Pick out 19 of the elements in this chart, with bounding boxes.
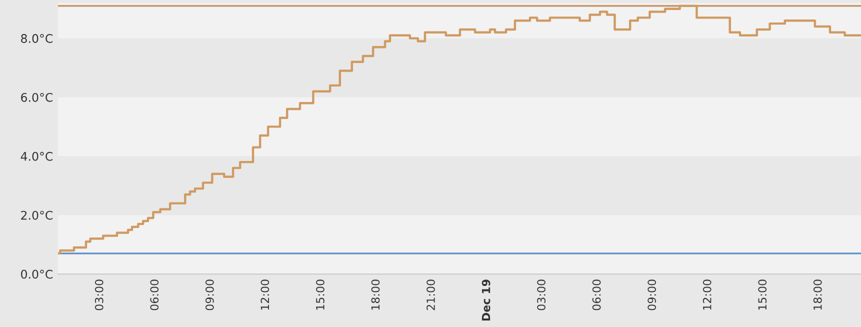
x-tick-label: 03:00 (537, 280, 546, 310)
x-tick-label: 06:00 (592, 280, 601, 310)
x-tick-label: 12:00 (260, 280, 270, 310)
x-tick-label: Dec 19 (482, 280, 490, 321)
y-tick-label: 4.0°C (20, 152, 53, 161)
x-tick-label: 06:00 (150, 280, 159, 310)
x-tick-label: 21:00 (426, 280, 435, 310)
x-tick-label: 03:00 (94, 280, 104, 310)
y-tick-label: 0.0°C (21, 270, 53, 279)
x-tick-label: 18:00 (813, 280, 822, 310)
y-tick-label: 8.0°C (21, 34, 53, 43)
x-tick-label: 09:00 (205, 280, 214, 310)
y-tick-label: 2.0°C (21, 210, 53, 220)
x-tick-label: 15:00 (316, 280, 324, 310)
y-tick-label: 6.0°C (21, 92, 53, 102)
x-tick-label: 12:00 (702, 280, 712, 310)
x-tick-label: 09:00 (648, 280, 656, 310)
x-tick-label: 15:00 (758, 280, 767, 310)
x-tick-label: 18:00 (371, 280, 380, 310)
